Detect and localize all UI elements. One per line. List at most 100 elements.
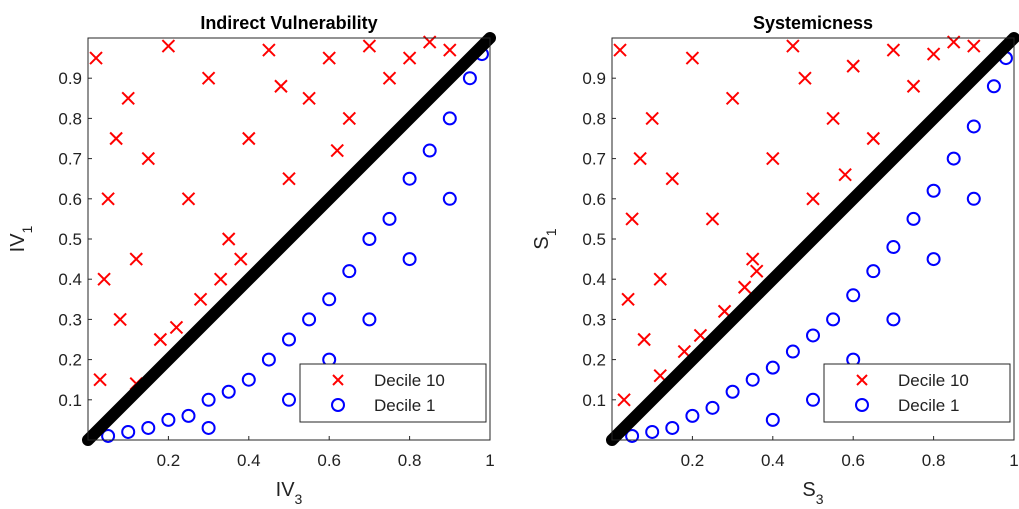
marker-o	[422, 143, 437, 158]
marker-x	[97, 272, 111, 286]
marker-x	[402, 51, 417, 65]
legend-marker	[856, 374, 868, 386]
marker-x	[262, 43, 276, 57]
marker-o	[442, 111, 457, 126]
marker-x	[806, 192, 820, 206]
x-axis-label-main: S	[802, 479, 815, 501]
marker-o	[442, 191, 457, 206]
marker-x	[342, 111, 357, 126]
x-tick-label: 0.6	[317, 451, 341, 470]
y-tick-label: 0.4	[58, 270, 82, 289]
marker-o	[342, 264, 357, 279]
marker-o	[926, 252, 941, 267]
y-tick-label: 0.3	[58, 310, 82, 329]
y-tick-label: 0.5	[58, 230, 82, 249]
y-tick-label: 0.6	[582, 190, 606, 209]
marker-x	[362, 39, 377, 53]
y-axis-label-main: S	[531, 236, 553, 249]
legend-marker	[331, 398, 345, 412]
x-tick-label: 0.4	[761, 451, 785, 470]
marker-x	[322, 51, 336, 65]
x-tick-label: 0.2	[681, 451, 705, 470]
marker-o	[121, 424, 136, 439]
marker-x	[633, 151, 647, 166]
legend-box	[823, 363, 1011, 423]
marker-o	[725, 384, 740, 399]
marker-x	[382, 71, 397, 85]
marker-x	[181, 192, 196, 206]
marker-o	[322, 292, 337, 307]
y-tick-label: 0.3	[582, 310, 606, 329]
marker-x	[213, 272, 228, 286]
marker-x	[665, 171, 680, 186]
marker-o	[141, 420, 156, 435]
marker-x	[221, 232, 236, 246]
marker-x	[141, 151, 156, 166]
chart-title: Systemicness	[753, 13, 873, 33]
marker-x	[725, 91, 740, 106]
marker-x	[613, 43, 627, 57]
legend-label: Decile 10	[898, 371, 969, 390]
y-tick-label: 0.9	[58, 69, 82, 88]
x-axis-label-sub: 3	[816, 491, 824, 507]
y-axis-label: S1	[531, 228, 559, 249]
x-tick-label: 0.6	[841, 451, 865, 470]
x-tick-label: 0.4	[237, 451, 261, 470]
x-tick-label: 1	[1009, 451, 1018, 470]
marker-o	[382, 211, 397, 226]
marker-o	[745, 372, 760, 387]
marker-o	[685, 408, 700, 423]
marker-x	[838, 167, 852, 182]
marker-o	[785, 344, 800, 359]
marker-x	[637, 332, 651, 347]
marker-o	[362, 312, 377, 327]
y-axis-label: IV1	[7, 225, 35, 252]
legend-label: Decile 1	[898, 396, 959, 415]
marker-x	[750, 264, 764, 278]
y-axis-label-main: IV	[7, 233, 29, 253]
marker-o	[966, 191, 981, 206]
subplot: 0.2 0.4 0.6 0.8 1 0.1 0.2 0.3 0.4 0.5 0.6 0.7 0.8 0.9…	[531, 13, 1019, 507]
y-tick-label: 0.8	[58, 109, 82, 128]
x-tick-label: 0.8	[398, 451, 422, 470]
marker-x	[153, 332, 168, 347]
y-tick-label: 0.5	[582, 230, 606, 249]
marker-o	[282, 332, 296, 347]
legend-label: Decile 10	[374, 371, 445, 390]
marker-x	[274, 79, 288, 93]
marker-x	[101, 192, 115, 206]
legend-marker	[332, 374, 344, 386]
marker-x	[705, 212, 720, 226]
x-axis-label: S3	[802, 479, 823, 507]
y-tick-label: 0.9	[582, 69, 606, 88]
marker-x	[617, 393, 631, 407]
marker-o	[402, 252, 417, 267]
marker-o	[806, 328, 820, 343]
marker-o	[665, 420, 680, 435]
y-tick-label: 0.6	[58, 190, 82, 209]
y-axis-label-sub: 1	[19, 225, 35, 233]
diagonal-line	[82, 32, 496, 446]
marker-x	[685, 51, 700, 65]
marker-o	[101, 428, 116, 443]
marker-o	[402, 171, 417, 186]
marker-o	[362, 232, 377, 246]
marker-o	[241, 372, 256, 387]
marker-x	[330, 143, 344, 158]
marker-x	[886, 43, 901, 57]
marker-o	[261, 352, 276, 367]
marker-x	[169, 320, 184, 335]
marker-x	[645, 111, 659, 126]
marker-x	[846, 59, 860, 73]
marker-o	[645, 424, 660, 439]
marker-o	[986, 79, 1001, 94]
x-axis-label-main: IV	[276, 479, 296, 501]
marker-x	[242, 131, 256, 146]
marker-o	[765, 412, 780, 427]
marker-o	[806, 392, 820, 407]
marker-o	[282, 392, 296, 407]
y-axis-label-sub: 1	[543, 228, 559, 236]
marker-o	[765, 360, 780, 375]
marker-x	[89, 51, 103, 65]
